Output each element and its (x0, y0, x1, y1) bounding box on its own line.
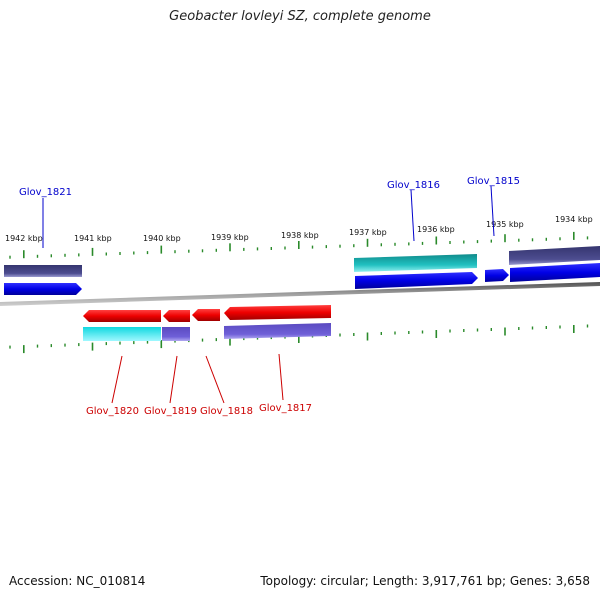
tick-label-1941: 1941 kbp (74, 234, 112, 243)
cds-bar-glov-1820[interactable] (83, 327, 161, 341)
inner-tick-row (9, 324, 589, 354)
cds-bar-glov-1819[interactable] (162, 327, 190, 341)
cds-bar-glov-1821[interactable] (4, 265, 82, 277)
tick-labels: 1942 kbp 1941 kbp 1940 kbp 1939 kbp 1938… (5, 215, 593, 243)
gene-label-glov-1818: Glov_1818 (200, 406, 253, 417)
tick-label-1940: 1940 kbp (143, 234, 181, 243)
gene-arrow-glov-1821[interactable] (4, 283, 82, 295)
leader-glov-1816 (410, 189, 415, 242)
gene-label-glov-1816: Glov_1816 (387, 180, 440, 191)
outer-tick-row (9, 231, 589, 259)
gene-arrow-glov-1815[interactable] (485, 269, 509, 282)
leader-glov-1819 (169, 355, 178, 404)
tick-label-1939: 1939 kbp (211, 233, 249, 242)
gene-arrow-glov-1818[interactable] (192, 309, 220, 321)
map-title: Geobacter lovleyi SZ, complete genome (169, 9, 431, 24)
gene-labels: Glov_1821 Glov_1816 Glov_1815 Glov_1820 … (19, 176, 520, 417)
gene-label-glov-1820: Glov_1820 (86, 406, 139, 417)
tick-label-1934: 1934 kbp (555, 215, 593, 224)
label-leaders (42, 185, 495, 404)
gene-arrow-glov-1820[interactable] (83, 310, 161, 322)
tick-label-1936: 1936 kbp (417, 225, 455, 234)
tick-label-1938: 1938 kbp (281, 231, 319, 240)
gene-label-glov-1819: Glov_1819 (144, 406, 197, 417)
gene-arrow-glov-1819[interactable] (163, 310, 190, 322)
leader-glov-1817 (278, 353, 284, 401)
genome-backbone (0, 282, 600, 306)
tick-label-1935: 1935 kbp (486, 220, 524, 229)
cds-bar-glov-1817[interactable] (224, 323, 331, 339)
gene-label-glov-1815: Glov_1815 (467, 176, 520, 187)
cds-bar-glov-1816[interactable] (354, 254, 477, 272)
gene-label-glov-1817: Glov_1817 (259, 403, 312, 414)
leader-glov-1820 (111, 355, 123, 404)
leader-glov-1818 (205, 355, 225, 404)
gene-arrow-glov-1816[interactable] (355, 272, 478, 289)
gene-arrow-glov-1814[interactable] (510, 263, 600, 282)
tick-label-1937: 1937 kbp (349, 228, 387, 237)
genome-summary-text: Topology: circular; Length: 3,917,761 bp… (260, 574, 590, 588)
cds-bar-glov-1814[interactable] (509, 246, 600, 265)
leader-glov-1815 (490, 185, 495, 237)
gene-arrow-glov-1817[interactable] (224, 305, 331, 320)
gene-label-glov-1821: Glov_1821 (19, 187, 72, 198)
accession-text: Accession: NC_010814 (9, 574, 146, 588)
tick-label-1942: 1942 kbp (5, 234, 43, 243)
